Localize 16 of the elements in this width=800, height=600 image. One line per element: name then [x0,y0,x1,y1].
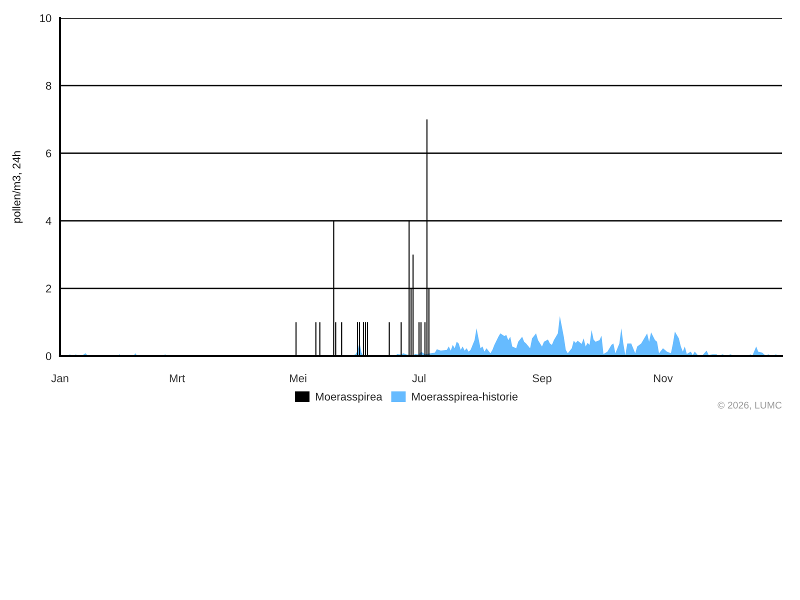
y-tick-label: 2 [46,284,52,292]
x-tick-label: Jan [51,374,68,382]
x-tick-label: Nov [654,374,673,382]
x-tick-label: Sep [532,374,552,384]
legend-label: Moerasspirea-historie [412,392,518,403]
x-tick-label: Jul [412,374,426,382]
y-tick-label: 10 [40,14,52,22]
text: © 2026, LUMC [718,402,782,410]
y-tick-label: 4 [46,217,52,225]
y-tick-label: 6 [46,149,52,158]
y-tick-label: 0 [46,352,52,360]
x-tick-label: Mrt [170,374,185,382]
y-axis-title: pollen/m3, 24h [12,151,23,223]
y-tick-label: 8 [46,82,52,90]
x-tick-label: Mei [290,374,306,382]
legend-label: Moerasspirea [316,392,382,403]
